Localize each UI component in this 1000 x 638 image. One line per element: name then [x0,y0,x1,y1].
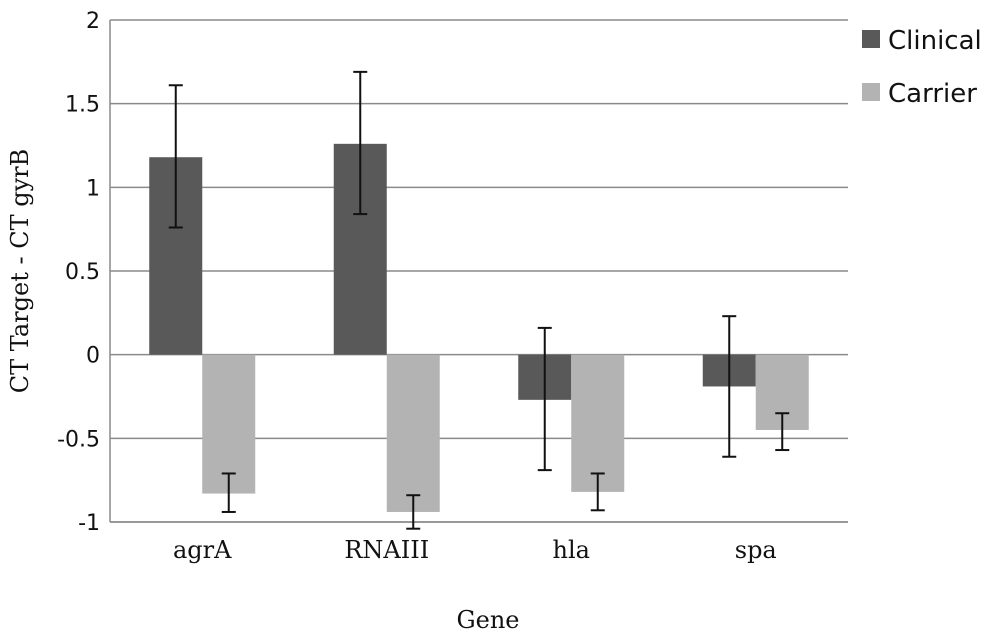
legend-swatch-clinical [862,30,880,48]
y-tick-label: 0 [86,344,100,369]
legend-label-clinical: Clinical [888,26,982,56]
error-bars [168,70,790,530]
y-tick-label: 2 [86,9,100,34]
error-bar-carrier-spa [775,412,790,452]
x-axis-categories: agrA RNAIII hla spa [173,536,777,564]
legend: Clinical Carrier [862,26,982,109]
x-category-label: agrA [173,536,232,564]
error-bar-clinical-spa [722,315,737,458]
error-bar-carrier-agra [221,472,236,513]
y-axis-title: CT Target - CT gyrB [6,149,34,394]
y-tick-label: -0.5 [57,427,100,452]
bar-carrier-agra [202,354,256,494]
error-bar-clinical-agra [168,84,183,229]
y-tick-label: 0.5 [65,260,100,285]
legend-swatch-carrier [862,83,880,101]
error-bar-carrier-rnaiii [406,494,421,530]
error-bar-clinical-rnaiii [353,70,368,216]
y-tick-label: -1 [78,511,100,536]
y-tick-label: 1 [86,176,100,201]
error-bar-clinical-hla [537,326,552,472]
y-axis-ticks: 2 1.5 1 0.5 0 -0.5 -1 [57,9,100,536]
bar-carrier-rnaiii [386,354,440,512]
bar-carrier-hla [571,354,625,492]
error-bar-carrier-hla [590,472,605,512]
x-category-label: hla [553,536,590,564]
legend-label-carrier: Carrier [888,79,977,109]
x-category-label: spa [735,536,777,564]
bars [149,143,809,512]
y-tick-label: 1.5 [65,93,100,118]
x-category-label: RNAIII [344,536,429,564]
x-axis-title: Gene [456,606,519,634]
